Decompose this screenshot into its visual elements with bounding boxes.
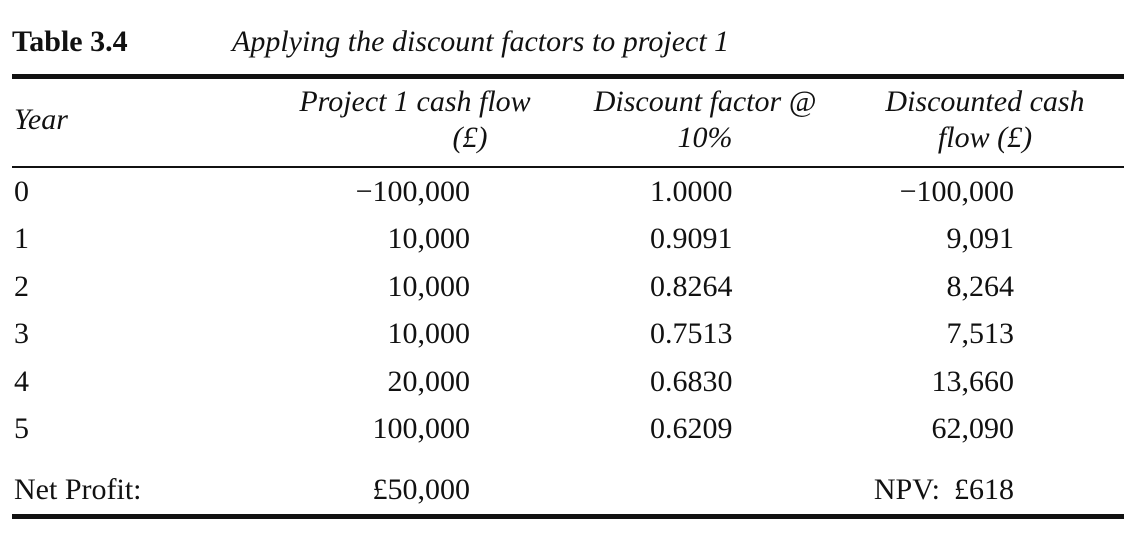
net-profit-label: Net Profit: xyxy=(14,473,142,506)
header-rule xyxy=(12,166,1124,168)
cash-flow-cell: 100,000 xyxy=(372,411,471,445)
bottom-rule xyxy=(12,514,1124,519)
table-row: 1 10,000 0.9091 9,091 xyxy=(12,215,1124,262)
npv-label: NPV: xyxy=(873,473,940,506)
summary-row: Net Profit: £50,000 NPV: £618 xyxy=(12,468,1124,512)
net-profit-value: £50,000 xyxy=(372,473,471,506)
cash-flow-cell: −100,000 xyxy=(355,175,470,208)
discount-factor-cell: 0.9091 xyxy=(650,222,733,256)
year-cell: 3 xyxy=(14,317,29,351)
table-body: 0 −100,000 1.0000 −100,000 1 10,000 0.90… xyxy=(12,168,1124,452)
discount-factor-cell: 0.6830 xyxy=(650,364,733,398)
npv-summary: NPV: £618 xyxy=(874,468,1014,512)
discounted-cell: 62,090 xyxy=(931,411,1015,445)
year-cell: 0 xyxy=(14,175,29,208)
discounted-cell: 8,264 xyxy=(946,269,1015,303)
discount-factor-cell: 0.8264 xyxy=(650,269,733,303)
header-year: Year xyxy=(14,103,68,136)
header-discounted-cash-flow: Discounted cash flow (£) xyxy=(855,84,1115,156)
year-cell: 1 xyxy=(14,222,29,256)
cash-flow-cell: 10,000 xyxy=(387,222,471,256)
header-discount-factor-line2: 10% xyxy=(677,121,733,154)
cash-flow-cell: 10,000 xyxy=(387,317,471,351)
cash-flow-cell: 20,000 xyxy=(387,364,471,398)
header-discount-factor: Discount factor @ 10% xyxy=(570,84,840,156)
table-row: 4 20,000 0.6830 13,660 xyxy=(12,358,1124,405)
year-cell: 2 xyxy=(14,269,29,303)
year-cell: 5 xyxy=(14,411,29,445)
header-cash-flow-line1: Project 1 cash flow xyxy=(299,85,531,118)
discounted-cell: −100,000 xyxy=(899,175,1014,208)
discount-factor-cell: 0.7513 xyxy=(650,317,733,351)
table-row: 2 10,000 0.8264 8,264 xyxy=(12,263,1124,310)
header-discounted-line2: flow (£) xyxy=(937,121,1033,154)
discount-factor-cell: 1.0000 xyxy=(650,175,733,208)
discounted-cell: 7,513 xyxy=(946,317,1015,351)
table-title: Applying the discount factors to project… xyxy=(232,25,730,58)
cash-flow-cell: 10,000 xyxy=(387,269,471,303)
header-cash-flow-line2: (£) xyxy=(452,121,488,154)
header-discounted-line1: Discounted cash xyxy=(885,85,1085,118)
table-row: 3 10,000 0.7513 7,513 xyxy=(12,310,1124,357)
top-rule xyxy=(12,74,1124,79)
table-caption: Table 3.4 Applying the discount factors … xyxy=(12,22,1122,62)
discounted-cell: 9,091 xyxy=(946,222,1015,256)
table-row: 5 100,000 0.6209 62,090 xyxy=(12,405,1124,452)
table-row: 0 −100,000 1.0000 −100,000 xyxy=(12,168,1124,215)
discount-factor-cell: 0.6209 xyxy=(650,411,733,445)
npv-value: £618 xyxy=(954,473,1014,506)
header-discount-factor-line1: Discount factor @ xyxy=(593,85,817,118)
header-cash-flow: Project 1 cash flow (£) xyxy=(270,84,560,156)
discounted-cell: 13,660 xyxy=(931,364,1015,398)
table-number: Table 3.4 xyxy=(12,25,128,58)
year-cell: 4 xyxy=(14,364,29,398)
